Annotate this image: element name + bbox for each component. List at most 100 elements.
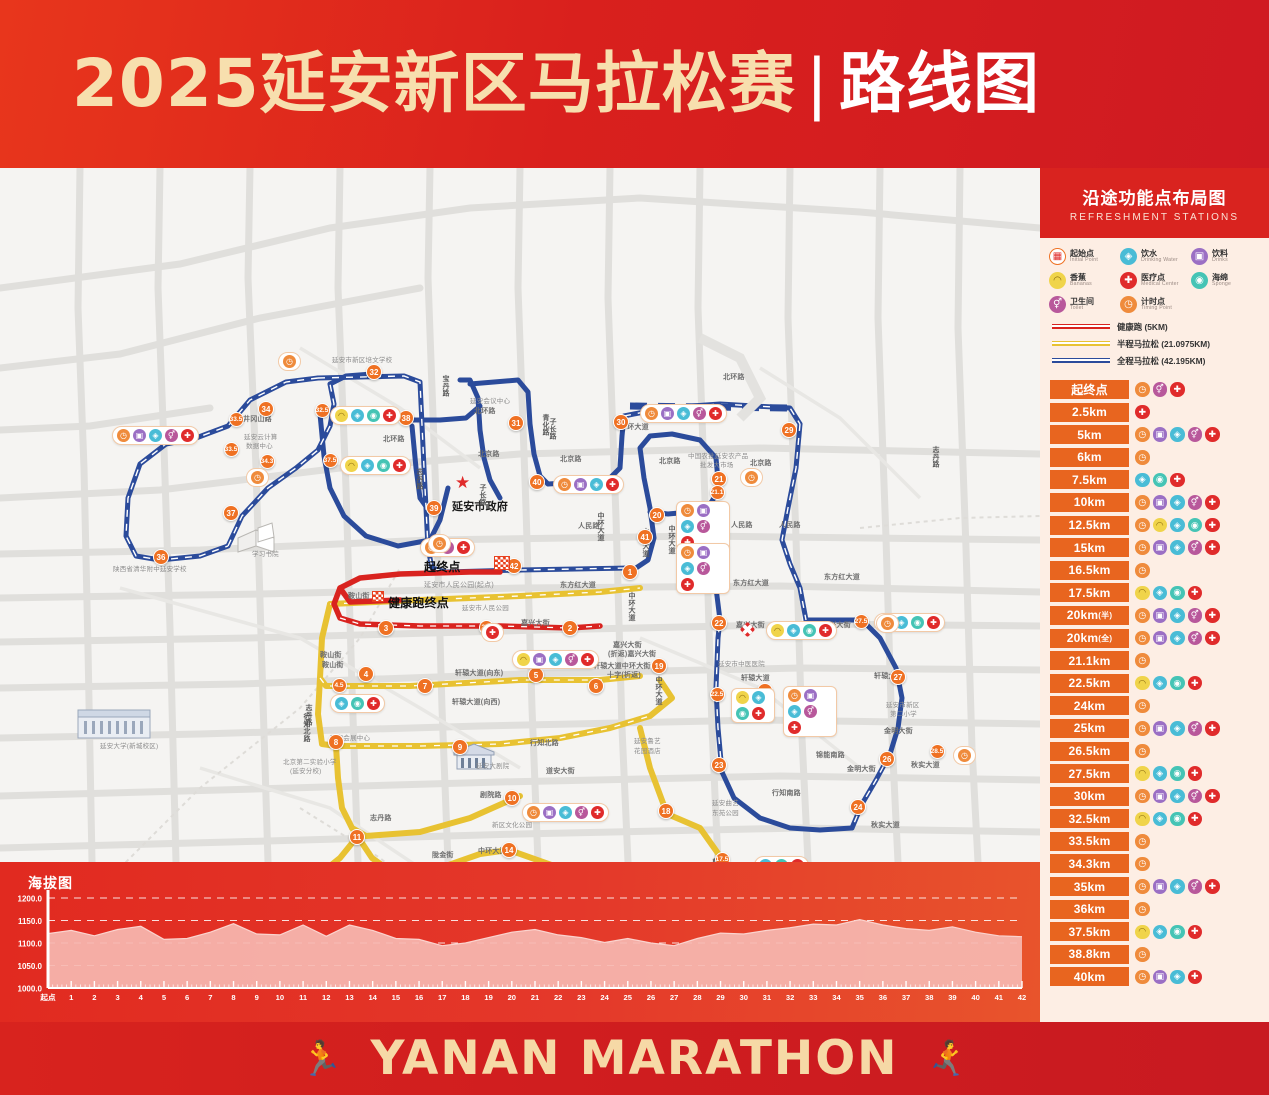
station-distance-label: 25km bbox=[1050, 718, 1129, 738]
legend-label-en: Drinking Water bbox=[1141, 256, 1178, 263]
km-marker[interactable]: 26 bbox=[879, 751, 895, 767]
km-marker[interactable]: 28.5 bbox=[929, 743, 945, 759]
km-marker[interactable]: 23 bbox=[711, 757, 727, 773]
timing-icon: ◷ bbox=[1135, 540, 1150, 555]
km-marker[interactable]: 34.3 bbox=[259, 453, 275, 469]
station-row[interactable]: 21.1km ◷ bbox=[1050, 651, 1261, 671]
station-row[interactable]: 7.5km ◈ ◉ ✚ bbox=[1050, 470, 1261, 490]
water-icon: ◈ bbox=[759, 859, 772, 862]
km-marker[interactable]: 2 bbox=[562, 620, 578, 636]
station-row[interactable]: 33.5km ◷ bbox=[1050, 831, 1261, 851]
station-row[interactable]: 2.5km ✚ bbox=[1050, 402, 1261, 422]
km-marker[interactable]: 27 bbox=[890, 669, 906, 685]
station-row[interactable]: 36km ◷ bbox=[1050, 899, 1261, 919]
km-marker[interactable]: 3 bbox=[378, 620, 394, 636]
km-marker[interactable]: 14 bbox=[501, 842, 517, 858]
station-row[interactable]: 27.5km ◠ ◈ ◉ ✚ bbox=[1050, 764, 1261, 784]
station-distance-label: 35km bbox=[1050, 877, 1129, 897]
station-row[interactable]: 25km ◷ ▣ ◈ ⚥ ✚ bbox=[1050, 718, 1261, 738]
water-icon: ◈ bbox=[1170, 608, 1185, 623]
station-row[interactable]: 26.5km ◷ bbox=[1050, 741, 1261, 761]
km-marker[interactable]: 29 bbox=[781, 422, 797, 438]
km-marker[interactable]: 33.5 bbox=[223, 441, 239, 457]
km-marker[interactable]: 20 bbox=[649, 507, 665, 523]
route-map[interactable]: 延安市新区培文学校 井冈山路 延安云计算 数据中心 北环路 学习书院 陕西省清华附中延安学校… bbox=[0, 168, 1040, 862]
station-distance-label: 33.5km bbox=[1050, 831, 1129, 851]
water-icon: ◈ bbox=[1152, 675, 1167, 691]
station-row[interactable]: 起终点 ◷ ⚥ ✚ bbox=[1050, 380, 1261, 399]
medical-icon: ✚ bbox=[1205, 427, 1220, 442]
book-landmark-icon bbox=[237, 522, 275, 553]
km-marker[interactable]: 7 bbox=[417, 678, 433, 694]
km-marker[interactable]: 40 bbox=[529, 474, 545, 490]
station-row[interactable]: 30km ◷ ▣ ◈ ⚥ ✚ bbox=[1050, 786, 1261, 806]
x-axis-tick-label: 23 bbox=[577, 993, 585, 1002]
station-row[interactable]: 22.5km ◠ ◈ ◉ ✚ bbox=[1050, 673, 1261, 693]
route-line-swatch bbox=[1052, 340, 1110, 348]
station-row[interactable]: 5km ◷ ▣ ◈ ⚥ ✚ bbox=[1050, 425, 1261, 445]
km-marker[interactable]: 41 bbox=[637, 529, 653, 545]
station-row[interactable]: 10km ◷ ▣ ◈ ⚥ ✚ bbox=[1050, 492, 1261, 512]
km-marker[interactable]: 21 bbox=[711, 471, 727, 487]
km-marker[interactable]: 42 bbox=[506, 558, 522, 574]
km-marker[interactable]: 1 bbox=[622, 564, 638, 580]
km-marker[interactable]: 36 bbox=[153, 549, 169, 565]
x-axis-tick-label: 31 bbox=[763, 993, 772, 1002]
km-marker[interactable]: 19 bbox=[651, 658, 667, 674]
banana-icon: ◠ bbox=[1049, 272, 1066, 289]
station-distance-label: 24km bbox=[1050, 696, 1129, 716]
km-marker[interactable]: 4 bbox=[358, 666, 374, 682]
station-row[interactable]: 16.5km ◷ bbox=[1050, 560, 1261, 580]
legend-label-cn: 卫生间 bbox=[1070, 296, 1094, 306]
station-row[interactable]: 40km ◷ ▣ ◈ ✚ bbox=[1050, 967, 1261, 987]
station-row[interactable]: 20km (全) ◷ ▣ ◈ ⚥ ✚ bbox=[1050, 628, 1261, 648]
station-row[interactable]: 17.5km ◠ ◈ ◉ ✚ bbox=[1050, 583, 1261, 603]
timing-point-marker: ◷ bbox=[740, 468, 763, 487]
km-marker[interactable]: 8 bbox=[328, 734, 344, 750]
km-marker[interactable]: 24 bbox=[850, 799, 866, 815]
x-axis-tick-label: 7 bbox=[208, 993, 212, 1002]
km-marker[interactable]: 39 bbox=[426, 500, 442, 516]
station-list[interactable]: 起终点 ◷ ⚥ ✚ 2.5km ✚ 5km ◷ ▣ ◈ ⚥ ✚ 6km ◷ 7.5km ◈ ◉ ✚ 10km ◷ ▣ ◈ ⚥… bbox=[1040, 380, 1269, 996]
km-marker[interactable]: 5 bbox=[528, 667, 544, 683]
station-row[interactable]: 34.3km ◷ bbox=[1050, 854, 1261, 874]
medical-icon: ✚ bbox=[1187, 766, 1202, 781]
station-service-icons: ◠ ◈ ◉ ✚ bbox=[1135, 924, 1202, 939]
km-marker[interactable]: 32 bbox=[366, 364, 382, 380]
km-marker[interactable]: 33.5 bbox=[228, 411, 244, 427]
timing-icon: ◷ bbox=[1135, 563, 1150, 578]
km-marker[interactable]: 6 bbox=[588, 678, 604, 694]
station-row[interactable]: 32.5km ◠ ◈ ◉ ✚ bbox=[1050, 809, 1261, 829]
km-marker[interactable]: 37 bbox=[223, 505, 239, 521]
km-marker[interactable]: 38 bbox=[398, 410, 414, 426]
km-marker[interactable]: 21.1 bbox=[709, 484, 725, 500]
station-row[interactable]: 20km (半) ◷ ▣ ◈ ⚥ ✚ bbox=[1050, 605, 1261, 625]
km-marker[interactable]: 32.5 bbox=[314, 402, 330, 418]
toilet-icon: ⚥ bbox=[697, 520, 710, 533]
km-marker[interactable]: 27.5 bbox=[853, 613, 869, 629]
km-marker[interactable]: 10 bbox=[504, 790, 520, 806]
km-marker[interactable]: 22 bbox=[711, 615, 727, 631]
station-row[interactable]: 6km ◷ bbox=[1050, 447, 1261, 467]
km-marker[interactable]: 18 bbox=[658, 803, 674, 819]
station-row[interactable]: 12.5km ◷ ◠ ◈ ◉ ✚ bbox=[1050, 515, 1261, 535]
water-icon: ◈ bbox=[1170, 630, 1185, 646]
km-marker[interactable]: 37.5 bbox=[322, 452, 338, 468]
station-row[interactable]: 37.5km ◠ ◈ ◉ ✚ bbox=[1050, 922, 1261, 942]
station-row[interactable]: 35km ◷ ▣ ◈ ⚥ ✚ bbox=[1050, 877, 1261, 897]
poster-header: 2025延安新区马拉松赛 | 路线图 bbox=[0, 0, 1269, 168]
km-marker[interactable]: 17.5 bbox=[714, 851, 730, 862]
km-marker[interactable]: 22.5 bbox=[709, 686, 725, 702]
sponge-icon: ◉ bbox=[367, 409, 380, 422]
water-icon: ◈ bbox=[1170, 540, 1185, 555]
km-marker[interactable]: 34 bbox=[258, 401, 274, 417]
service-cluster: ◷ ▣ ◈ ⚥ ✚ bbox=[112, 426, 199, 445]
km-marker[interactable]: 31 bbox=[508, 415, 524, 431]
km-marker[interactable]: 9 bbox=[452, 739, 468, 755]
km-marker[interactable]: 30 bbox=[613, 414, 629, 430]
km-marker[interactable]: 11 bbox=[349, 829, 365, 845]
station-row[interactable]: 38.8km ◷ bbox=[1050, 944, 1261, 964]
station-row[interactable]: 24km ◷ bbox=[1050, 696, 1261, 716]
km-marker[interactable]: 4.5 bbox=[331, 677, 347, 693]
station-row[interactable]: 15km ◷ ▣ ◈ ⚥ ✚ bbox=[1050, 538, 1261, 558]
